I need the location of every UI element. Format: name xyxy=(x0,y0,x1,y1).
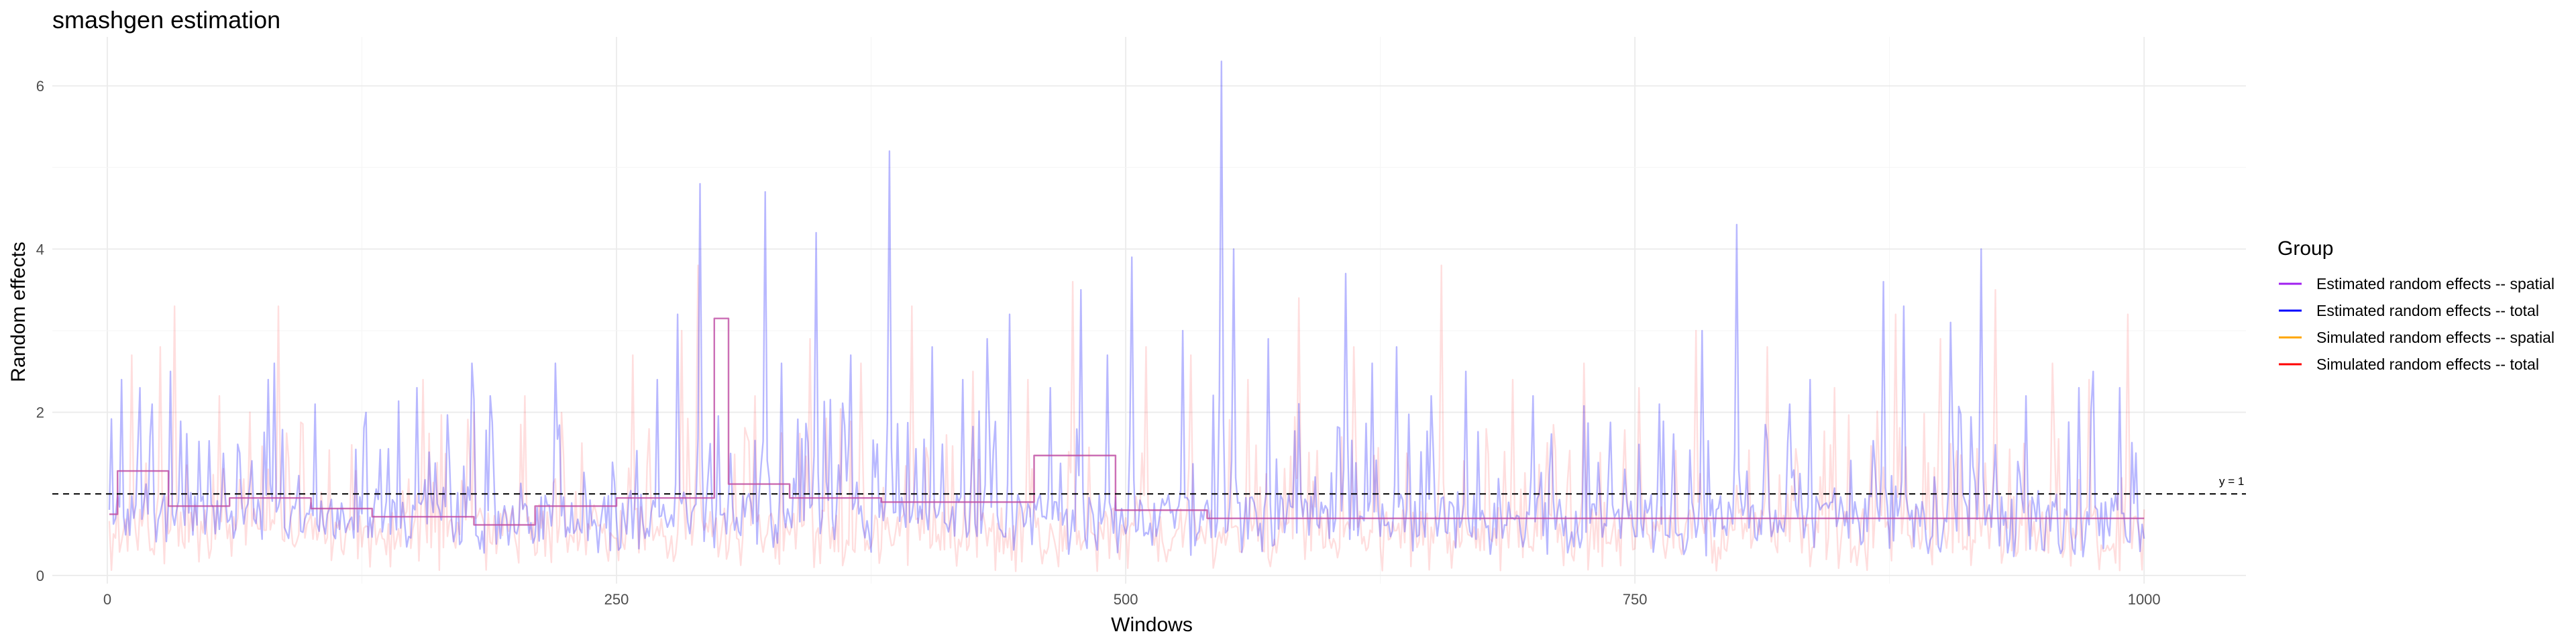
y-tick-label: 4 xyxy=(36,241,44,258)
y-tick-label: 2 xyxy=(36,405,44,421)
legend-entry-label: Simulated random effects -- spatial xyxy=(2316,329,2555,346)
x-tick-label: 250 xyxy=(604,591,629,608)
legend-entry-label: Estimated random effects -- spatial xyxy=(2316,275,2555,292)
legend-entry-label: Simulated random effects -- total xyxy=(2316,356,2539,373)
x-axis-title: Windows xyxy=(1111,614,1193,636)
x-tick-label: 500 xyxy=(1114,591,1138,608)
x-tick-label: 750 xyxy=(1623,591,1648,608)
y-tick-label: 0 xyxy=(36,568,44,584)
y-tick-label: 6 xyxy=(36,78,44,95)
reference-line-label: y = 1 xyxy=(2219,475,2244,488)
legend-entry-label: Estimated random effects -- total xyxy=(2316,302,2539,319)
reference-line-group: y = 1 xyxy=(52,475,2246,495)
y-axis-title: Random effects xyxy=(7,241,30,382)
series-layer xyxy=(108,60,2145,572)
x-tick-label: 1000 xyxy=(2128,591,2161,608)
chart-title: smashgen estimation xyxy=(52,6,280,34)
axis-ticks: 0 250 500 750 1000 0 2 4 6 xyxy=(36,78,2161,608)
series-line-estimated-random-effects-spatial xyxy=(109,317,2145,526)
legend-title: Group xyxy=(2277,237,2333,260)
x-tick-label: 0 xyxy=(103,591,111,608)
series-line-simulated-random-effects-total xyxy=(108,264,2145,572)
legend: Group Estimated random effects -- spatia… xyxy=(2277,237,2555,373)
series-line-estimated-random-effects-total xyxy=(108,60,2145,557)
